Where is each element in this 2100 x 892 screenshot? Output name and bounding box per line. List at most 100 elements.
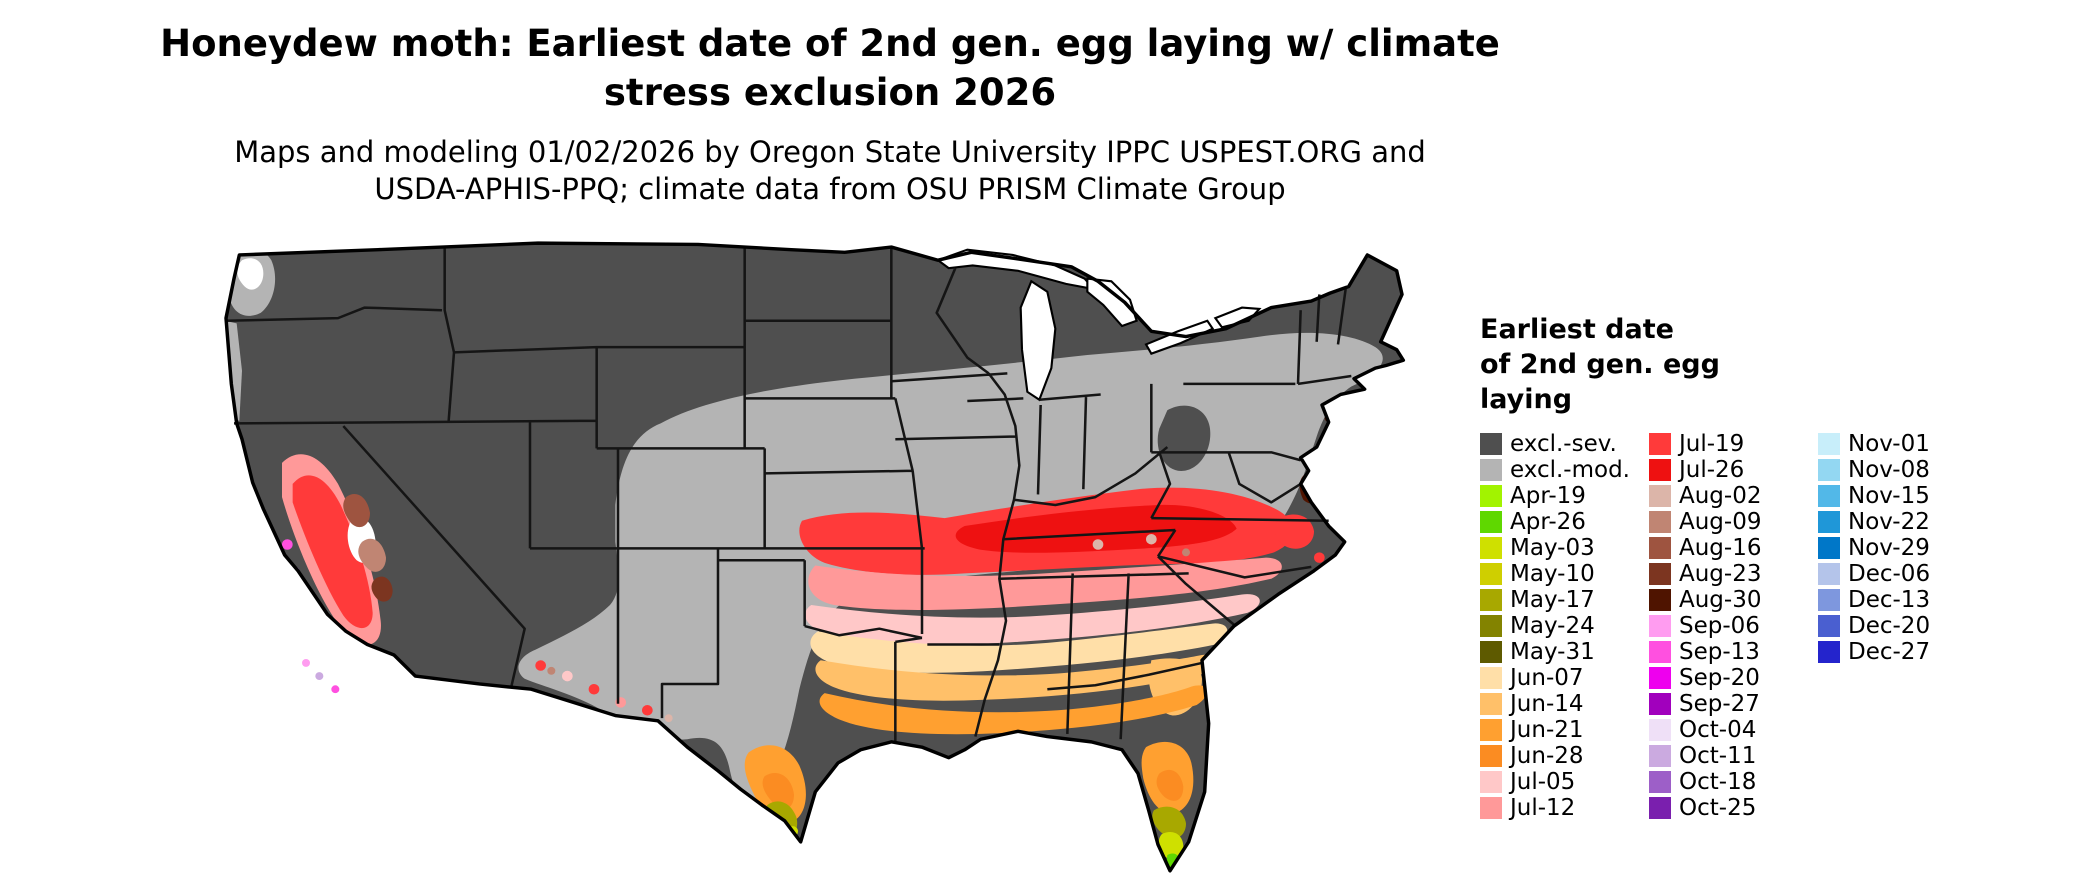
legend-label: Nov-29 [1848,535,1930,562]
state-borders-west [225,247,925,719]
subtitle-line1: Maps and modeling 01/02/2026 by Oregon S… [234,134,1426,169]
legend-label: Dec-13 [1848,587,1931,614]
legend-entry: Jun-21 [1480,717,1649,743]
legend-label: Aug-09 [1679,509,1762,536]
region-south-florida-olive [1152,806,1186,839]
map-speckle [664,714,673,723]
legend-swatch [1480,433,1502,456]
region-sierra-brown-3 [371,576,393,602]
legend-label: excl.-sev. [1510,431,1617,458]
region-south-texas-deep-orange [762,773,794,809]
legend-swatch [1480,745,1502,768]
legend-label: Nov-22 [1848,509,1930,536]
legend-entry: Sep-27 [1649,691,1818,717]
legend-entry: Oct-04 [1649,717,1818,743]
region-peach-belt [810,623,1228,673]
legend-label: May-03 [1510,535,1595,562]
legend-entry: Dec-06 [1818,561,1987,587]
legend-swatch [1480,537,1502,560]
us-outline [224,241,1406,873]
legend-swatch [1818,589,1840,612]
legend-label: Oct-18 [1679,769,1757,796]
legend-entry: Aug-16 [1649,535,1818,561]
legend-entry: Oct-11 [1649,743,1818,769]
legend-entry: Aug-30 [1649,587,1818,613]
legend-columns: excl.-sev. excl.-mod. Apr-19 Apr-26 May-03 Ma… [1480,431,2040,821]
legend-column-1: excl.-sev. excl.-mod. Apr-19 Apr-26 May-03 Ma… [1480,431,1649,821]
legend-label: Nov-08 [1848,457,1930,484]
legend-entry: Nov-15 [1818,483,1987,509]
legend-label: Oct-25 [1679,795,1757,822]
legend-entry: Aug-23 [1649,561,1818,587]
legend-label: Sep-27 [1679,691,1760,718]
legend-title-line2: of 2nd gen. egg [1480,349,1720,381]
legend-label: Aug-16 [1679,535,1762,562]
legend-label: Apr-19 [1510,483,1586,510]
legend-entry: Jul-26 [1649,457,1818,483]
legend-label: Nov-15 [1848,483,1930,510]
legend-swatch [1480,589,1502,612]
legend-entry: May-10 [1480,561,1649,587]
channel-island-speckle [331,685,340,694]
channel-island-speckle [302,658,310,667]
map-speckle [588,683,600,695]
legend-swatch [1649,745,1671,768]
legend-entry: Sep-13 [1649,639,1818,665]
region-pink-belt [808,557,1282,610]
legend-entry: Sep-20 [1649,665,1818,691]
page-title-line2: stress exclusion 2026 [603,70,1057,114]
legend-column-3: Nov-01 Nov-08 Nov-15 Nov-22 Nov-29 Dec-06 Dec-… [1818,431,1987,821]
map-speckle [298,597,309,608]
legend-entry: Jun-07 [1480,665,1649,691]
legend-label: Aug-02 [1679,483,1762,510]
legend-entry: Dec-20 [1818,613,1987,639]
subtitle-block: Maps and modeling 01/02/2026 by Oregon S… [0,134,1660,208]
legend-label: Jul-19 [1679,431,1745,458]
legend-entry: May-24 [1480,613,1649,639]
legend-entry: May-17 [1480,587,1649,613]
legend-label: Sep-06 [1679,613,1760,640]
map-speckle [562,670,573,682]
map-speckle [1314,552,1325,563]
legend-swatch [1649,797,1671,820]
legend-swatch [1480,641,1502,664]
legend-entry: Aug-02 [1649,483,1818,509]
legend-swatch [1649,563,1671,586]
region-florida-deep-orange [1156,769,1184,801]
legend-swatch [1480,511,1502,534]
legend-swatch [1649,693,1671,716]
legend-label: Aug-30 [1679,587,1762,614]
legend-swatch [1649,615,1671,638]
legend-entry: Nov-29 [1818,535,1987,561]
legend-entry: Jul-19 [1649,431,1818,457]
legend-swatch [1649,511,1671,534]
legend-entry: Nov-01 [1818,431,1987,457]
region-lightpink-belt [805,594,1260,645]
legend-entry: Nov-22 [1818,509,1987,535]
legend-entry: Oct-25 [1649,795,1818,821]
legend-entry: Apr-26 [1480,509,1649,535]
region-sierra-brown-1 [343,493,370,528]
legend-swatch [1649,641,1671,664]
legend-label: Jul-26 [1679,457,1745,484]
legend-swatch [1818,511,1840,534]
channel-island-speckle [315,672,324,681]
legend-swatch [1818,485,1840,508]
map-speckle [642,705,653,716]
state-borders-midwest-south [891,267,1329,740]
map-speckle [1146,533,1157,545]
map-legend: Earliest date of 2nd gen. egg laying exc… [1480,312,2040,821]
legend-entry: Jun-28 [1480,743,1649,769]
map-speckle [330,633,341,645]
legend-label: May-31 [1510,639,1595,666]
subtitle-line2: USDA-APHIS-PPQ; climate data from OSU PR… [374,171,1286,206]
legend-swatch [1649,771,1671,794]
legend-entry: excl.-mod. [1480,457,1649,483]
page-title-line1: Honeydew moth: Earliest date of 2nd gen.… [160,22,1500,65]
legend-label: Jun-14 [1510,691,1584,718]
legend-swatch [1818,537,1840,560]
legend-title-line1: Earliest date [1480,314,1674,345]
legend-label: Aug-23 [1679,561,1762,588]
legend-label: Dec-27 [1848,639,1931,666]
legend-swatch [1818,615,1840,638]
